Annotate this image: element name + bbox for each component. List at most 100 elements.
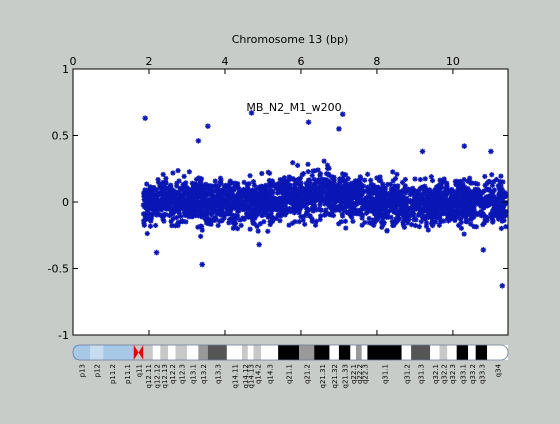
data-point	[320, 181, 325, 186]
data-point	[429, 174, 434, 179]
y-tick-label: -0.5	[48, 263, 69, 276]
data-point	[317, 173, 322, 178]
data-point	[339, 203, 344, 208]
data-point	[199, 186, 204, 191]
ideogram-band	[447, 345, 456, 360]
data-point	[340, 213, 345, 218]
data-point	[250, 199, 255, 204]
data-point	[391, 178, 396, 183]
data-point	[255, 208, 260, 213]
data-point	[142, 202, 147, 207]
ideogram-band	[187, 345, 198, 360]
ideogram-band	[143, 345, 152, 360]
band-label: q34	[495, 363, 503, 377]
data-point	[142, 223, 147, 228]
data-point	[141, 218, 146, 223]
data-point	[240, 194, 245, 199]
data-point	[183, 180, 188, 185]
data-point	[176, 191, 181, 196]
data-point	[308, 213, 313, 218]
data-point	[491, 201, 496, 206]
data-point	[473, 187, 478, 192]
data-point	[151, 205, 156, 210]
ideogram-band	[227, 345, 242, 360]
data-point	[184, 202, 189, 207]
data-point	[430, 211, 435, 216]
data-point	[174, 204, 179, 209]
data-point	[413, 200, 418, 205]
data-point	[344, 204, 349, 209]
data-point	[418, 211, 423, 216]
data-point	[282, 180, 287, 185]
data-point	[325, 197, 330, 202]
band-label: q31.1	[382, 364, 390, 384]
data-point	[337, 208, 342, 213]
data-point	[380, 217, 385, 222]
band-label: q14.2	[254, 364, 262, 384]
data-point	[298, 214, 303, 219]
ideogram-band	[160, 345, 168, 360]
data-point	[302, 190, 307, 195]
data-point	[182, 191, 187, 196]
data-point	[317, 202, 322, 207]
data-point	[147, 190, 152, 195]
data-point	[250, 191, 255, 196]
data-point	[458, 210, 463, 215]
data-point	[460, 188, 465, 193]
band-label: p11.2	[109, 364, 117, 384]
data-point	[298, 180, 303, 185]
ideogram-band	[248, 345, 254, 360]
data-point	[378, 205, 383, 210]
data-point	[169, 223, 174, 228]
data-point	[195, 192, 200, 197]
band-label: q32.3	[449, 364, 457, 384]
outlier-point	[306, 119, 312, 125]
data-point	[241, 187, 246, 192]
data-point	[267, 171, 272, 176]
data-point	[147, 202, 152, 207]
band-label: q21.32	[331, 364, 339, 388]
data-point	[206, 203, 211, 208]
data-point	[251, 179, 256, 184]
data-point	[235, 203, 240, 208]
data-point	[288, 199, 293, 204]
data-point	[223, 183, 228, 188]
ideogram-band	[356, 345, 362, 360]
data-point	[417, 186, 422, 191]
data-point	[378, 174, 383, 179]
outlier-point	[142, 115, 148, 121]
band-label: q33.1	[459, 364, 467, 384]
data-point	[461, 177, 466, 182]
data-point	[439, 209, 444, 214]
data-point	[412, 176, 417, 181]
data-point	[141, 194, 146, 199]
ideogram-band	[103, 345, 120, 360]
data-point	[212, 195, 217, 200]
data-point	[409, 222, 414, 227]
data-point	[447, 208, 452, 213]
data-point	[367, 199, 372, 204]
band-label: q31.3	[418, 364, 426, 384]
band-label: q22.3	[362, 364, 370, 384]
data-point	[210, 201, 215, 206]
band-label: p13	[79, 364, 87, 377]
data-point	[353, 191, 358, 196]
data-point	[360, 223, 365, 228]
data-point	[190, 185, 195, 190]
data-point	[232, 222, 237, 227]
ideogram-band	[242, 345, 248, 360]
data-point	[464, 206, 469, 211]
outlier-point	[420, 149, 426, 155]
data-point	[330, 194, 335, 199]
x-tick-label: 8	[373, 55, 380, 68]
data-point	[235, 209, 240, 214]
data-point	[427, 202, 432, 207]
data-point	[311, 185, 316, 190]
data-point	[347, 197, 352, 202]
data-point	[410, 186, 415, 191]
data-point	[315, 179, 320, 184]
data-point	[262, 200, 267, 205]
data-point	[365, 172, 370, 177]
data-point	[202, 192, 207, 197]
data-point	[430, 223, 435, 228]
